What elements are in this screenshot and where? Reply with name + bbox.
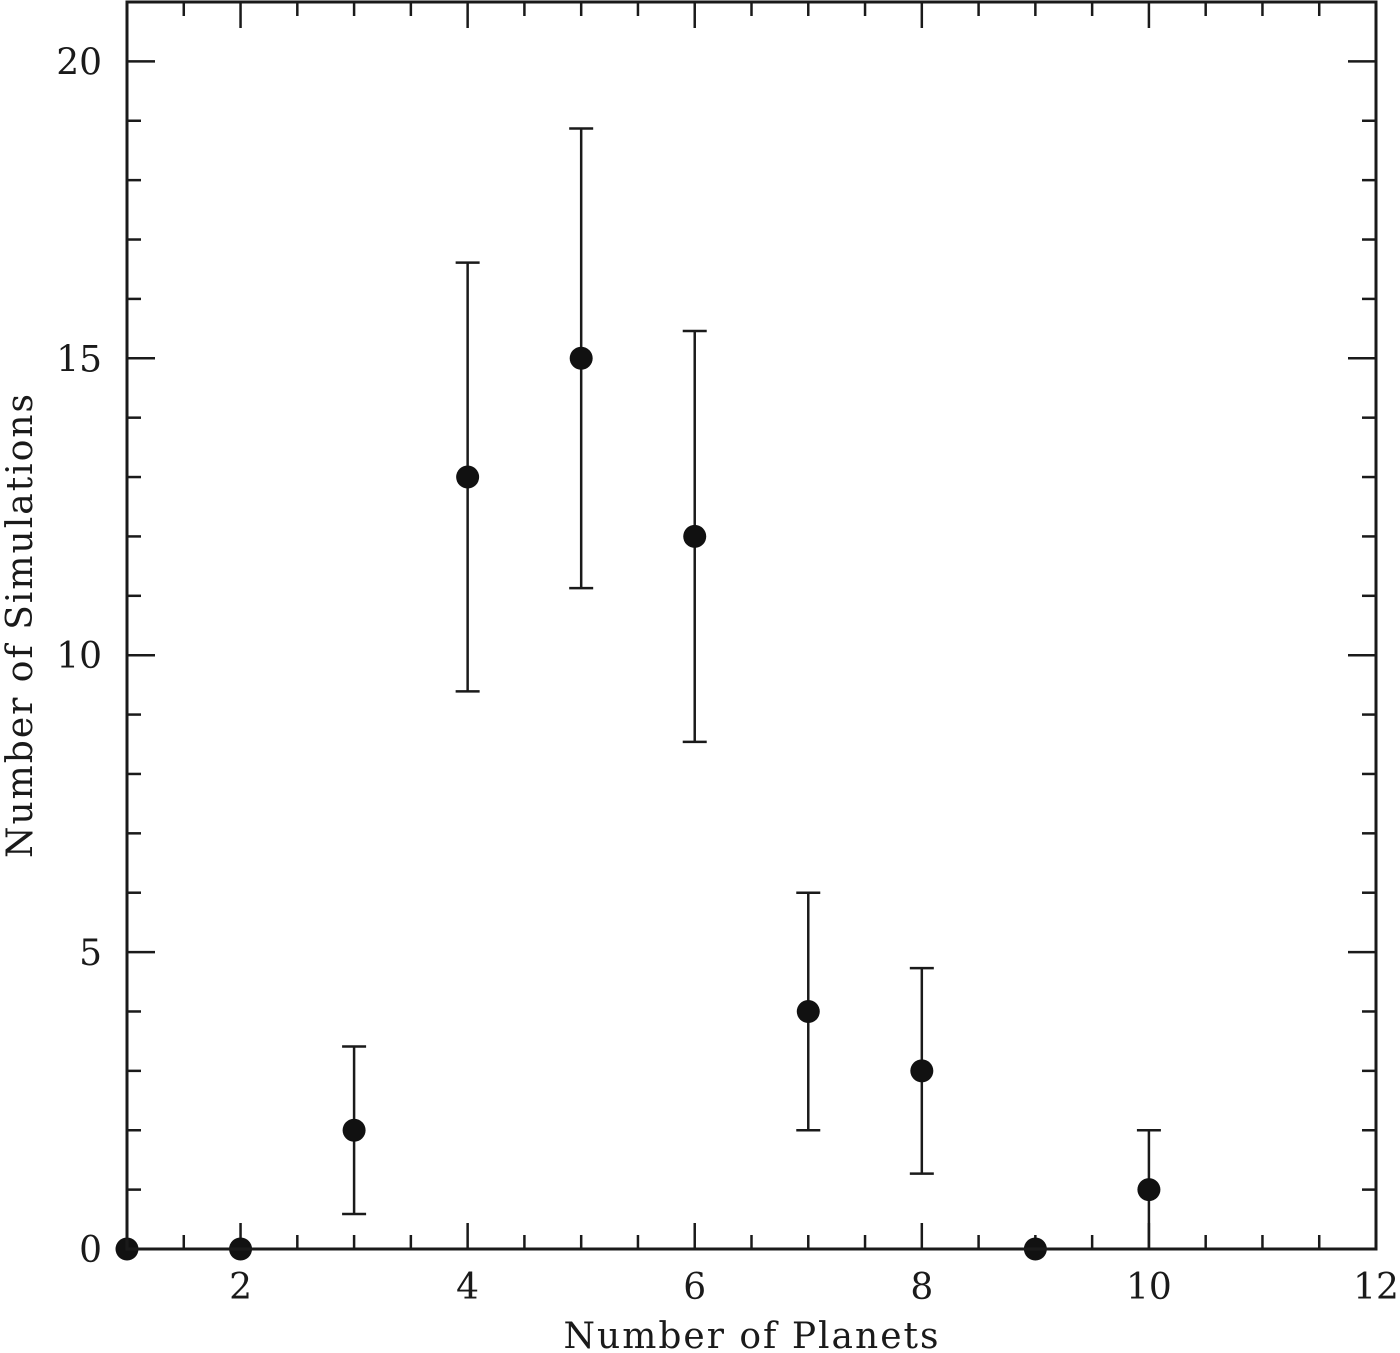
data-point [683,524,707,548]
data-point [569,346,593,370]
y-tick-label: 5 [79,933,102,974]
data-point [796,999,820,1023]
plot-frame [125,0,1378,1251]
axis-ticks [125,0,1378,1251]
y-tick-label: 10 [56,636,102,677]
x-tick-label: 12 [1353,1267,1399,1308]
x-tick-label: 6 [683,1267,706,1308]
y-axis-label: Number of Simulations [0,392,41,858]
data-point [456,465,480,489]
data-points [115,346,1161,1261]
data-point [342,1118,366,1142]
x-tick-label: 4 [456,1267,479,1308]
data-point [1137,1178,1161,1202]
x-axis-label: Number of Planets [564,1316,941,1353]
error-bars [342,127,1161,1249]
x-tick-label: 2 [229,1267,252,1308]
tick-labels: 2 4 6 8 10 12 0 5 10 15 20 [56,42,1399,1308]
x-tick-label: 10 [1126,1267,1172,1308]
x-tick-label: 8 [910,1267,933,1308]
y-tick-label: 20 [56,42,102,83]
y-tick-label: 0 [79,1230,102,1271]
data-point [910,1059,934,1083]
y-tick-label: 15 [56,339,102,380]
